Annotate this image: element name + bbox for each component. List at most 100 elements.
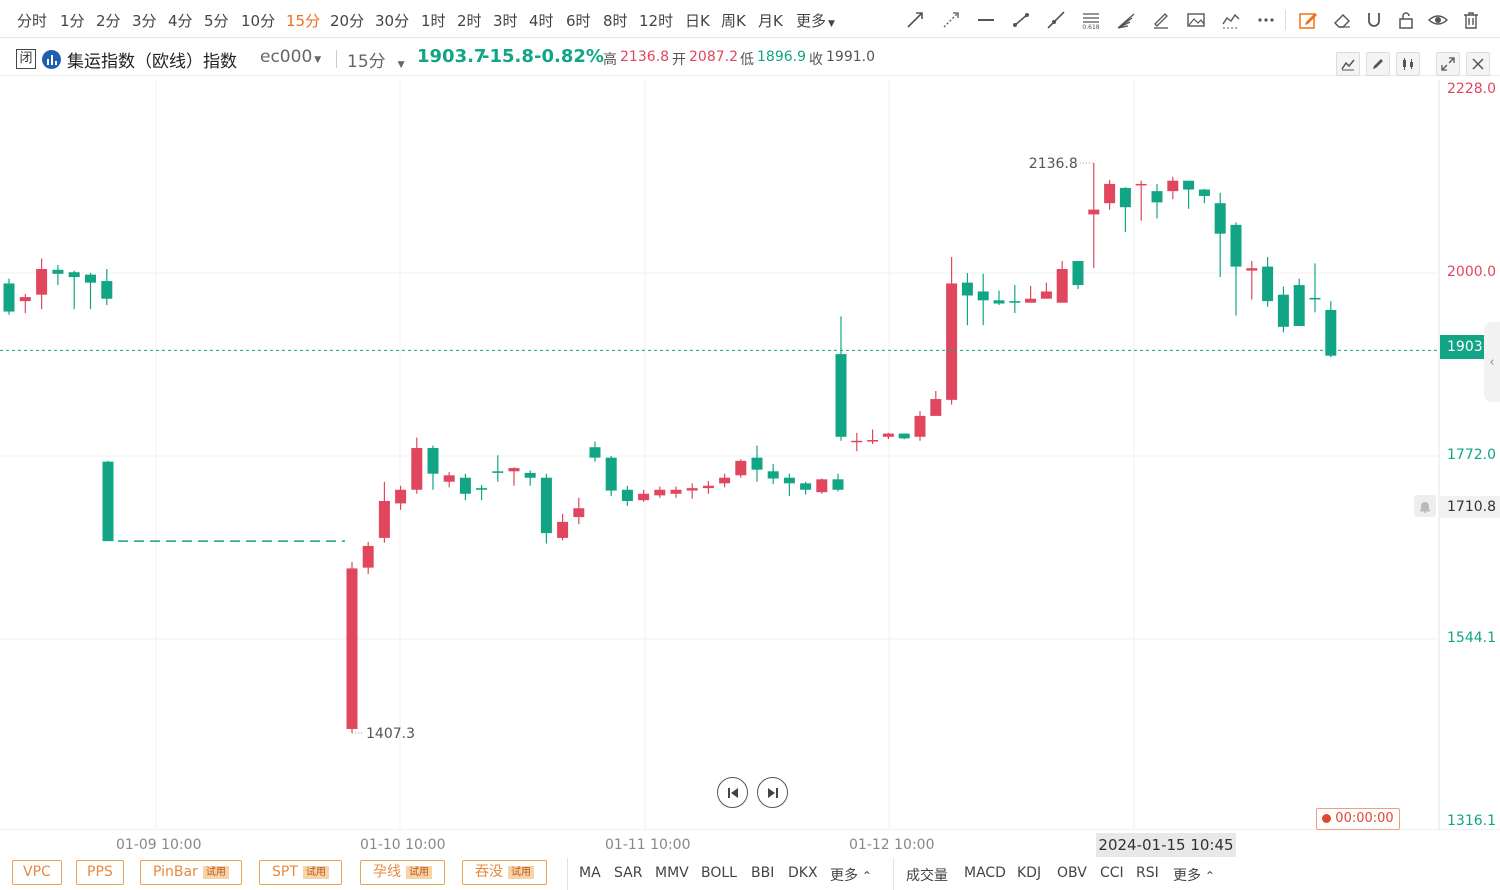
segment-icon[interactable] <box>1010 9 1032 31</box>
period-15[interactable]: 15分 <box>286 10 320 31</box>
fan-icon[interactable] <box>1115 9 1137 31</box>
x-axis-label: 01-12 10:00 <box>849 837 935 853</box>
period-30[interactable]: 30分 <box>375 10 409 31</box>
strategy-button-vpc[interactable]: VPC <box>12 860 62 885</box>
candle <box>816 478 828 494</box>
candle-body <box>85 274 96 283</box>
candle-body <box>1214 203 1226 234</box>
candle-body <box>540 477 552 534</box>
period-item-20[interactable]: 更多 ▼ <box>796 10 835 31</box>
sub-indicator-kdj[interactable]: KDJ <box>1017 865 1041 881</box>
period-2[interactable]: 2时 <box>457 10 482 31</box>
sub-indicator-item-0[interactable]: 成交量 <box>906 865 948 885</box>
sub-indicator-macd[interactable]: MACD <box>964 865 1006 881</box>
main-indicator-boll[interactable]: BOLL <box>701 865 737 881</box>
wave-icon[interactable] <box>1220 9 1242 31</box>
extend-line-icon[interactable] <box>1045 9 1067 31</box>
candle-body <box>1167 180 1179 192</box>
candle <box>524 470 536 486</box>
main-indicator-item-6[interactable]: 更多 ⌃ <box>830 865 872 885</box>
strategy-button-pps[interactable]: PPS <box>76 860 124 885</box>
candle <box>1151 183 1163 219</box>
period-k[interactable]: 日K <box>685 10 710 31</box>
compare-button[interactable] <box>1396 52 1420 76</box>
max-price-label: 2136.8 <box>1029 156 1078 172</box>
indicator-settings-button[interactable] <box>1336 52 1360 76</box>
magnet-icon[interactable] <box>1363 9 1385 31</box>
candlestick-chart[interactable]: 2136.8 1407.3 <box>0 80 1500 830</box>
strategy-button-pinbar[interactable]: PinBar 试用 <box>140 860 242 885</box>
period-1[interactable]: 1时 <box>421 10 446 31</box>
candle-body <box>346 568 358 729</box>
pencil-icon[interactable] <box>1150 9 1172 31</box>
period-6[interactable]: 6时 <box>566 10 591 31</box>
period-k[interactable]: 月K <box>758 10 783 31</box>
ray-line-icon[interactable] <box>940 9 962 31</box>
period-12[interactable]: 12时 <box>639 10 673 31</box>
period-label: 10分 <box>241 12 276 30</box>
collapse-panel-handle[interactable]: ‹ <box>1484 322 1500 402</box>
image-icon[interactable] <box>1185 9 1207 31</box>
period-20[interactable]: 20分 <box>330 10 364 31</box>
trash-icon[interactable] <box>1460 9 1482 31</box>
candle-body <box>735 460 747 476</box>
main-indicator-dkx[interactable]: DKX <box>788 865 818 881</box>
candle <box>654 486 666 498</box>
more-tools-icon[interactable] <box>1255 9 1277 31</box>
edit-active-icon[interactable] <box>1297 9 1319 31</box>
period-2[interactable]: 2分 <box>96 10 121 31</box>
period-10[interactable]: 10分 <box>241 10 275 31</box>
main-indicator-bbi[interactable]: BBI <box>751 865 774 881</box>
period-label: 3时 <box>493 12 518 30</box>
sub-indicator-item-6[interactable]: 更多 ⌃ <box>1173 865 1215 885</box>
period-4[interactable]: 4分 <box>168 10 193 31</box>
jump-end-button[interactable] <box>757 777 788 808</box>
sub-indicator-obv[interactable]: OBV <box>1057 865 1087 881</box>
candle <box>395 485 407 510</box>
period-5[interactable]: 5分 <box>204 10 229 31</box>
candle <box>1214 192 1226 278</box>
fullscreen-button[interactable] <box>1436 52 1460 76</box>
horizontal-line-icon[interactable] <box>975 9 997 31</box>
draw-button[interactable] <box>1366 52 1390 76</box>
chevron-down-icon: ▼ <box>397 60 405 70</box>
strategy-button-spt[interactable]: SPT 试用 <box>259 860 342 885</box>
sub-indicator-cci[interactable]: CCI <box>1100 865 1124 881</box>
eye-icon[interactable] <box>1427 9 1449 31</box>
candles-icon <box>1403 58 1413 70</box>
lock-icon[interactable] <box>1395 9 1417 31</box>
period-item-0[interactable]: 分时 <box>17 10 47 31</box>
candle-body <box>1277 294 1289 327</box>
open-label: 开 <box>672 52 686 68</box>
jump-start-button[interactable] <box>717 777 748 808</box>
period-3[interactable]: 3时 <box>493 10 518 31</box>
close-button[interactable] <box>1466 52 1490 76</box>
candle <box>1198 188 1210 204</box>
strategy-button-item-4[interactable]: 孕线 试用 <box>360 860 445 885</box>
candle-body <box>102 461 114 542</box>
min-price-label: 1407.3 <box>366 726 415 742</box>
main-indicator-sar[interactable]: SAR <box>614 865 642 881</box>
price-alert-tag[interactable]: 1710.8 <box>1440 496 1500 518</box>
bell-icon[interactable] <box>1414 495 1436 517</box>
eraser-icon[interactable] <box>1331 9 1353 31</box>
chevron-up-icon: ⌃ <box>1201 869 1215 883</box>
period-dropdown[interactable]: 15分 ▼ <box>347 47 405 72</box>
period-3[interactable]: 3分 <box>132 10 157 31</box>
candle-body <box>1088 209 1100 215</box>
candle <box>993 290 1005 306</box>
instrument-code[interactable]: ec000 ▼ <box>260 47 321 67</box>
main-indicator-mmv[interactable]: MMV <box>655 865 689 881</box>
sub-indicator-rsi[interactable]: RSI <box>1136 865 1159 881</box>
candle-body <box>362 545 374 568</box>
strategy-button-item-5[interactable]: 吞没 试用 <box>462 860 547 885</box>
candle <box>1119 187 1131 233</box>
period-k[interactable]: 周K <box>721 10 746 31</box>
period-1[interactable]: 1分 <box>60 10 85 31</box>
candle <box>638 489 650 502</box>
period-8[interactable]: 8时 <box>603 10 628 31</box>
main-indicator-ma[interactable]: MA <box>579 865 601 881</box>
fibonacci-icon[interactable]: 0.618 <box>1080 9 1102 31</box>
trend-line-icon[interactable] <box>904 9 926 31</box>
period-4[interactable]: 4时 <box>529 10 554 31</box>
